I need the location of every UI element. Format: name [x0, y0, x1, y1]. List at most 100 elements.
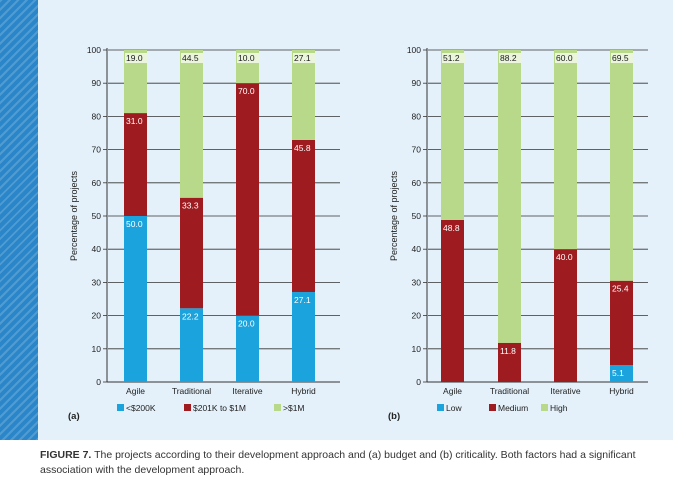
y-tick-label: 10 [412, 344, 422, 354]
data-label-background [125, 53, 148, 63]
data-label: 10.0 [238, 53, 255, 63]
decorative-side-band [0, 0, 38, 440]
y-tick-label: 60 [412, 178, 422, 188]
legend-label: <$200K [126, 403, 156, 413]
y-tick-label: 90 [412, 78, 422, 88]
figure-caption: FIGURE 7. The projects according to thei… [40, 448, 665, 478]
bar-segment [554, 50, 577, 250]
data-label: 20.0 [238, 319, 255, 329]
bar-segment [554, 249, 577, 382]
legend-label: >$1M [283, 403, 305, 413]
y-tick-label: 100 [87, 45, 101, 55]
x-tick-label: Traditional [490, 386, 529, 396]
x-tick-label: Agile [443, 386, 462, 396]
data-label: 44.5 [182, 53, 199, 63]
y-tick-label: 30 [412, 277, 422, 287]
legend-swatch [184, 404, 191, 411]
legend-swatch [274, 404, 281, 411]
legend-swatch [489, 404, 496, 411]
y-axis-label: Percentage of projects [389, 170, 399, 261]
bar-segment [610, 280, 633, 366]
bar-segment [441, 50, 464, 220]
y-tick-label: 0 [96, 377, 101, 387]
x-tick-label: Hybrid [609, 386, 634, 396]
bar-segment [124, 113, 147, 216]
bar-segment [498, 50, 521, 343]
data-label: 19.0 [126, 53, 143, 63]
x-tick-label: Traditional [172, 386, 211, 396]
data-label: 88.2 [500, 53, 517, 63]
y-tick-label: 10 [92, 344, 102, 354]
bar-segment [292, 139, 315, 293]
y-tick-label: 50 [92, 211, 102, 221]
x-tick-label: Iterative [232, 386, 263, 396]
caption-text: The projects according to their developm… [40, 449, 636, 476]
data-label: 50.0 [126, 219, 143, 229]
y-tick-label: 60 [92, 178, 102, 188]
panel-label: (b) [388, 411, 400, 422]
bar-segment [236, 315, 259, 382]
data-label: 69.5 [612, 53, 629, 63]
bar-segment [498, 342, 521, 382]
x-tick-label: Hybrid [291, 386, 316, 396]
data-label-background [293, 53, 316, 63]
legend-label: High [550, 403, 568, 413]
data-label: 40.0 [556, 252, 573, 262]
data-label: 70.0 [238, 86, 255, 96]
y-tick-label: 70 [92, 145, 102, 155]
data-label: 33.3 [182, 201, 199, 211]
bar-segment [180, 308, 203, 382]
data-label: 60.0 [556, 53, 573, 63]
data-label-background [442, 53, 465, 63]
data-label: 51.2 [443, 53, 460, 63]
y-tick-label: 90 [92, 78, 102, 88]
panel-label: (a) [68, 411, 80, 422]
bar-segment [441, 219, 464, 382]
bar-segment [180, 50, 203, 198]
bar-segment [124, 216, 147, 382]
x-tick-label: Agile [126, 386, 145, 396]
legend-swatch [437, 404, 444, 411]
data-label-background [237, 53, 260, 63]
data-label-background [181, 53, 204, 63]
y-tick-label: 30 [92, 277, 102, 287]
y-tick-label: 70 [412, 145, 422, 155]
y-tick-label: 0 [416, 377, 421, 387]
chart-budget: 0 10 20 30 40 50 60 70 80 90 100 Percentage of proj… [68, 45, 340, 422]
data-label-background [611, 53, 634, 63]
bar-segment [180, 197, 203, 309]
data-label: 22.2 [182, 311, 199, 321]
y-tick-label: 40 [92, 244, 102, 254]
x-tick-label: Iterative [550, 386, 581, 396]
data-label: 11.8 [500, 346, 516, 356]
legend-swatch [117, 404, 124, 411]
data-label: 27.1 [294, 53, 311, 63]
y-tick-label: 80 [92, 111, 102, 121]
data-label: 48.8 [443, 223, 460, 233]
chart-criticality: 0 10 20 30 40 50 60 70 80 90 100 Percentage of proj… [388, 45, 648, 422]
bar-segment [610, 365, 633, 382]
data-label: 5.1 [612, 368, 624, 378]
y-tick-label: 100 [407, 45, 421, 55]
data-label: 45.8 [294, 143, 311, 153]
y-axis-label: Percentage of projects [69, 170, 79, 261]
y-tick-label: 50 [412, 211, 422, 221]
data-label: 31.0 [126, 116, 143, 126]
legend-label: Low [446, 403, 462, 413]
caption-label: FIGURE 7. [40, 449, 92, 461]
bar-segment [292, 50, 315, 140]
legend-swatch [541, 404, 548, 411]
bar-segment [292, 292, 315, 382]
legend-label: Medium [498, 403, 528, 413]
y-tick-label: 20 [92, 311, 102, 321]
data-label: 27.1 [294, 295, 311, 305]
y-tick-label: 40 [412, 244, 422, 254]
legend-label: $201K to $1M [193, 403, 246, 413]
data-label: 25.4 [612, 284, 629, 294]
y-tick-label: 80 [412, 111, 422, 121]
bar-segment [124, 50, 147, 114]
bar-segment [610, 50, 633, 281]
y-tick-label: 20 [412, 311, 422, 321]
data-label-background [555, 53, 578, 63]
